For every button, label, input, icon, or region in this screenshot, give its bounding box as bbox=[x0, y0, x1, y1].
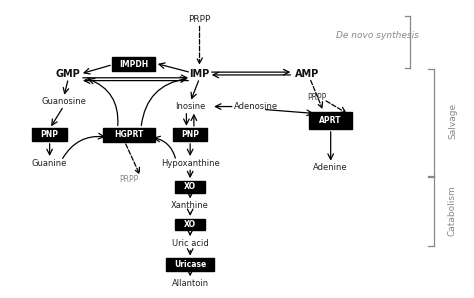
Text: Catabolism: Catabolism bbox=[448, 185, 457, 236]
Text: Uricase: Uricase bbox=[174, 260, 206, 269]
Text: PNP: PNP bbox=[181, 130, 199, 139]
Text: Uric acid: Uric acid bbox=[172, 239, 209, 248]
FancyBboxPatch shape bbox=[103, 128, 155, 142]
FancyBboxPatch shape bbox=[309, 112, 352, 129]
Text: Guanosine: Guanosine bbox=[41, 97, 86, 106]
Text: De novo synthesis: De novo synthesis bbox=[336, 31, 419, 40]
FancyBboxPatch shape bbox=[175, 218, 205, 230]
Text: PNP: PNP bbox=[41, 130, 59, 139]
Text: Hypoxanthine: Hypoxanthine bbox=[161, 159, 219, 168]
Text: PRPP: PRPP bbox=[307, 93, 326, 102]
Text: Adenine: Adenine bbox=[313, 163, 348, 172]
Text: IMP: IMP bbox=[190, 69, 210, 79]
Text: XO: XO bbox=[184, 220, 196, 229]
FancyBboxPatch shape bbox=[175, 181, 205, 193]
Text: PRPP: PRPP bbox=[119, 175, 139, 184]
Text: Salvage: Salvage bbox=[448, 103, 457, 139]
Text: HGPRT: HGPRT bbox=[115, 130, 144, 139]
FancyBboxPatch shape bbox=[166, 258, 214, 271]
Text: Guanine: Guanine bbox=[32, 159, 67, 168]
Text: XO: XO bbox=[184, 182, 196, 191]
FancyBboxPatch shape bbox=[173, 128, 208, 141]
Text: Adenosine: Adenosine bbox=[234, 102, 278, 111]
Text: GMP: GMP bbox=[56, 69, 81, 79]
Text: Inosine: Inosine bbox=[175, 102, 205, 111]
FancyBboxPatch shape bbox=[32, 128, 67, 141]
Text: IMPDH: IMPDH bbox=[119, 60, 148, 69]
Text: APRT: APRT bbox=[319, 116, 342, 125]
Text: Xanthine: Xanthine bbox=[171, 201, 209, 210]
FancyBboxPatch shape bbox=[112, 58, 155, 71]
Text: Allantoin: Allantoin bbox=[172, 279, 209, 288]
Text: AMP: AMP bbox=[295, 69, 319, 79]
Text: PRPP: PRPP bbox=[188, 15, 211, 24]
